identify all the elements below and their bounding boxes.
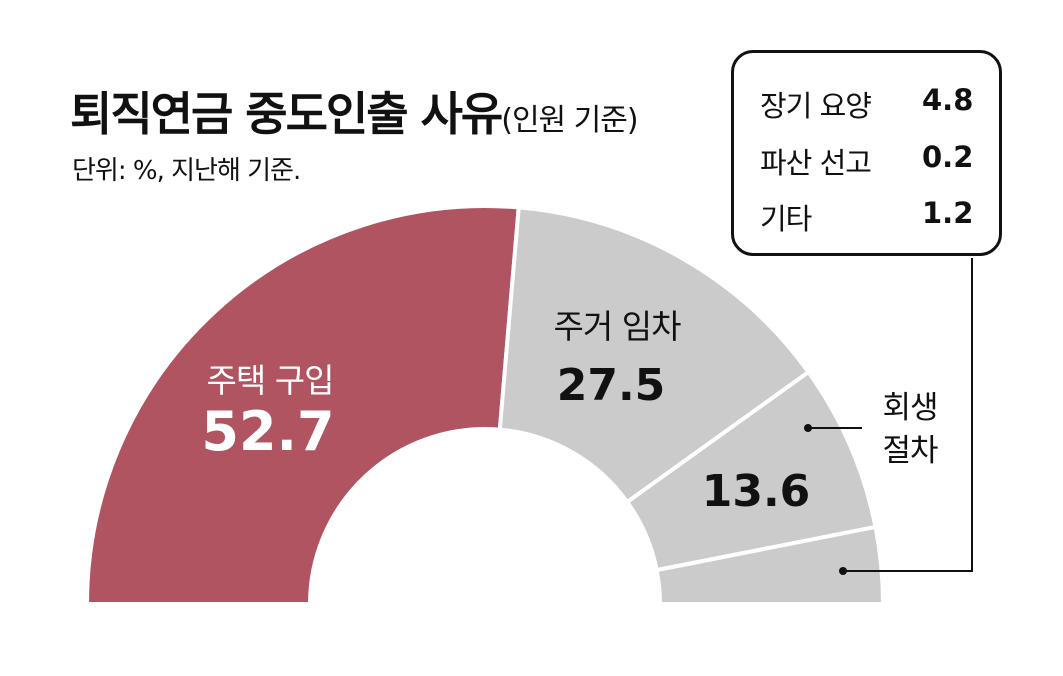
unit-note: 단위: %, 지난해 기준. (72, 156, 301, 186)
detail-value-longterm-care: 4.8 (922, 83, 974, 117)
chart-title: 퇴직연금 중도인출 사유(인원 기준) (70, 78, 639, 144)
detail-box: 장기 요양 4.8 파산 선고 0.2 기타 1.2 (731, 50, 1002, 256)
chart-title-note: (인원 기준) (501, 103, 638, 138)
slice-value-rent: 27.5 (557, 360, 666, 411)
slice-value-rehab: 13.6 (702, 466, 811, 517)
slice-label-housing: 주택 구입 (207, 361, 334, 400)
side-label-rehab-line2: 절차 (882, 433, 938, 469)
detail-label-etc: 기타 (760, 202, 812, 236)
slice-label-rent: 주거 임차 (554, 307, 682, 346)
slice-rent (497, 205, 812, 505)
side-label-rehab-line1: 회생 (882, 390, 937, 426)
detail-value-etc: 1.2 (922, 196, 974, 230)
chart-title-main: 퇴직연금 중도인출 사유 (70, 87, 503, 141)
detail-label-longterm-care: 장기 요양 (760, 89, 872, 123)
detail-label-bankruptcy: 파산 선고 (760, 146, 872, 180)
slice-housing-purchase (84, 204, 521, 606)
callout-line-other (843, 258, 973, 572)
slice-value-housing: 52.7 (201, 400, 334, 463)
slice-other-total (654, 524, 886, 606)
detail-value-bankruptcy: 0.2 (922, 140, 974, 174)
